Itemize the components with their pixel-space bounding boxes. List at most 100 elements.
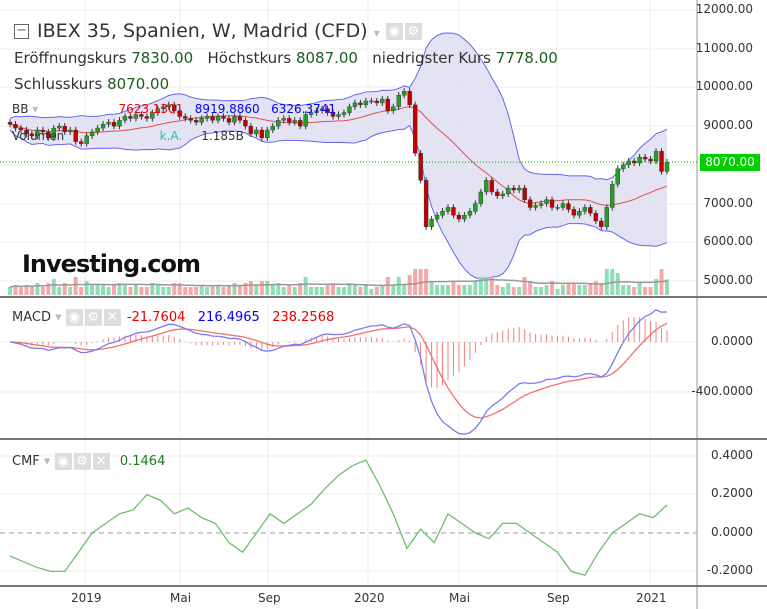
candle-body <box>402 91 407 96</box>
close-icon[interactable]: ✕ <box>92 453 110 470</box>
eye-icon[interactable]: ◉ <box>54 453 72 470</box>
volume-bar <box>621 285 626 295</box>
candle-body <box>380 98 385 104</box>
candle-body <box>237 116 243 121</box>
candle-body <box>24 129 29 135</box>
gear-icon[interactable]: ⚙ <box>73 453 91 470</box>
volume-bar <box>254 285 259 295</box>
candle-body <box>462 214 467 220</box>
candle-body <box>73 129 78 142</box>
volume-bar <box>435 285 440 295</box>
volume-bar <box>654 279 659 295</box>
time-axis-label: Mai <box>170 591 192 605</box>
candle-body <box>538 203 544 206</box>
gear-icon[interactable]: ⚙ <box>84 309 102 326</box>
macd-line <box>9 309 668 435</box>
volume-bar <box>402 285 407 295</box>
volume-bar <box>183 287 188 295</box>
volume-bar <box>440 285 445 295</box>
candle-body <box>511 187 516 191</box>
volume-bar <box>62 283 67 295</box>
volume-bar <box>194 287 199 295</box>
volume-bar <box>615 273 620 295</box>
volume-bar <box>128 287 133 295</box>
candle-body <box>429 218 434 228</box>
chevron-down-icon[interactable]: ▾ <box>373 26 380 40</box>
volume-bar <box>40 287 45 295</box>
last-price-tag: 8070.00 <box>700 154 760 171</box>
volume-bar <box>555 289 560 295</box>
chevron-down-icon[interactable]: ▾ <box>55 310 62 325</box>
volume-bar <box>161 287 166 295</box>
candle-body <box>549 199 555 208</box>
candle-body <box>631 160 637 164</box>
gear-icon[interactable]: ⚙ <box>404 23 422 40</box>
eye-icon[interactable]: ◉ <box>65 309 83 326</box>
volume-bar <box>363 285 368 295</box>
candle-body <box>500 193 505 197</box>
candle-body <box>341 112 347 115</box>
candle-body <box>161 106 166 109</box>
pane-separator <box>0 438 767 440</box>
candle-body <box>621 164 626 169</box>
volume-bar <box>221 287 226 295</box>
volume-bar <box>588 283 593 295</box>
price-axis-label: 11000.00 <box>695 41 753 55</box>
candle-body <box>259 129 265 138</box>
volume-bar <box>533 287 538 295</box>
time-axis-label: Sep <box>547 591 570 605</box>
candle-body <box>369 100 374 103</box>
candle-body <box>577 211 582 216</box>
candle-body <box>270 125 275 131</box>
volume-bar <box>473 281 478 295</box>
volume-bar <box>150 283 155 295</box>
candle-body <box>281 118 286 121</box>
macd-legend: MACD ▾ ◉ ⚙ ✕ -21.7604 216.4965 238.2568 <box>12 309 335 326</box>
close-row: Schlusskurs 8070.00 <box>14 75 170 93</box>
volume-bar <box>522 277 527 295</box>
candle-body <box>111 122 117 127</box>
volume-bar <box>172 283 177 295</box>
eye-icon[interactable]: ◉ <box>385 23 403 40</box>
volume-bar <box>248 281 253 295</box>
chevron-down-icon[interactable]: ▾ <box>43 454 51 469</box>
volume-bar <box>632 287 637 295</box>
candle-body <box>276 120 281 127</box>
candle-body <box>177 110 182 117</box>
candle-body <box>314 110 319 113</box>
candle-body <box>664 161 670 172</box>
candle-body <box>155 108 161 113</box>
price-axis-label: 10000.00 <box>695 79 753 93</box>
candle-body <box>456 214 462 220</box>
volume-bar <box>155 285 160 295</box>
candle-body <box>418 153 423 181</box>
volume-bar <box>237 285 242 295</box>
volume-bar <box>276 283 281 295</box>
close-icon[interactable]: ✕ <box>103 309 121 326</box>
chevron-down-icon[interactable]: ▾ <box>32 102 39 116</box>
volume-bar <box>13 285 18 295</box>
candle-body <box>122 116 128 121</box>
volume-bar <box>8 287 12 295</box>
candle-body <box>221 116 226 119</box>
candle-body <box>106 122 111 125</box>
candle-body <box>182 116 188 119</box>
collapse-icon[interactable]: − <box>14 24 29 39</box>
candle-body <box>467 211 473 216</box>
volume-bar <box>232 283 237 295</box>
candle-body <box>363 100 369 106</box>
volume-bar <box>604 269 609 295</box>
time-axis-label: 2021 <box>636 591 667 605</box>
candle-body <box>593 213 599 222</box>
candle-body <box>199 118 204 123</box>
candle-body <box>566 203 571 210</box>
volume-bar <box>577 285 582 295</box>
candle-body <box>571 209 577 216</box>
instrument-title: IBEX 35, Spanien, W, Madrid (CFD) <box>37 20 368 42</box>
cmf-axis-label: -0.2000 <box>706 563 753 577</box>
candle-body <box>385 98 390 111</box>
candle-body <box>473 203 478 212</box>
volume-bar <box>550 281 555 295</box>
time-axis-label: Sep <box>258 591 281 605</box>
